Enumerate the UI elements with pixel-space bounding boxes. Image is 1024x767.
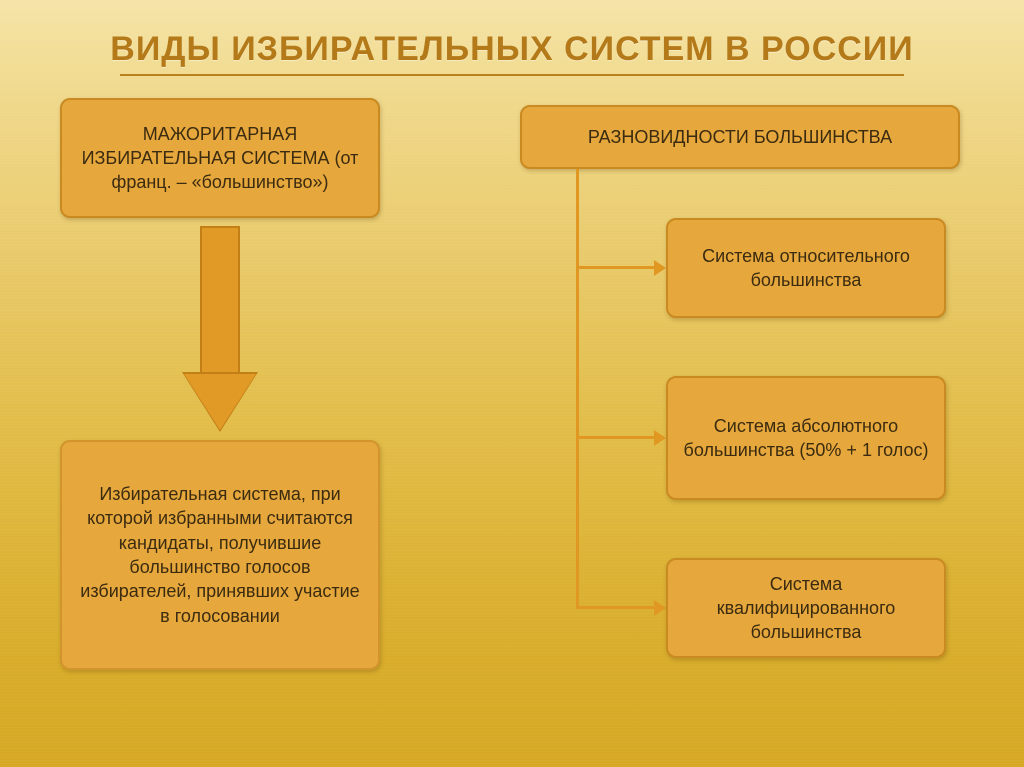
- box-absolute-majority-label: Система абсолютного большинства (50% + 1…: [682, 414, 930, 463]
- title-underline: [120, 74, 904, 76]
- box-definition: Избирательная система, при которой избра…: [60, 440, 380, 670]
- page-title: ВИДЫ ИЗБИРАТЕЛЬНЫХ СИСТЕМ В РОССИИ: [0, 30, 1024, 69]
- connector-arrow-3: [576, 606, 656, 609]
- arrow-down-icon: [186, 226, 254, 432]
- connector-arrow-2: [576, 436, 656, 439]
- box-absolute-majority: Система абсолютного большинства (50% + 1…: [666, 376, 946, 500]
- box-qualified-majority: Система квалифицированного большинства: [666, 558, 946, 658]
- box-relative-majority: Система относительного большинства: [666, 218, 946, 318]
- box-definition-label: Избирательная система, при которой избра…: [76, 482, 364, 628]
- connector-arrow-1: [576, 266, 656, 269]
- box-majoritarian: МАЖОРИТАРНАЯ ИЗБИРАТЕЛЬНАЯ СИСТЕМА (от ф…: [60, 98, 380, 218]
- box-relative-majority-label: Система относительного большинства: [682, 244, 930, 293]
- box-qualified-majority-label: Система квалифицированного большинства: [682, 572, 930, 645]
- connector-vertical: [576, 169, 579, 609]
- box-varieties-header: РАЗНОВИДНОСТИ БОЛЬШИНСТВА: [520, 105, 960, 169]
- box-majoritarian-label: МАЖОРИТАРНАЯ ИЗБИРАТЕЛЬНАЯ СИСТЕМА (от ф…: [76, 122, 364, 195]
- box-varieties-header-label: РАЗНОВИДНОСТИ БОЛЬШИНСТВА: [588, 125, 892, 149]
